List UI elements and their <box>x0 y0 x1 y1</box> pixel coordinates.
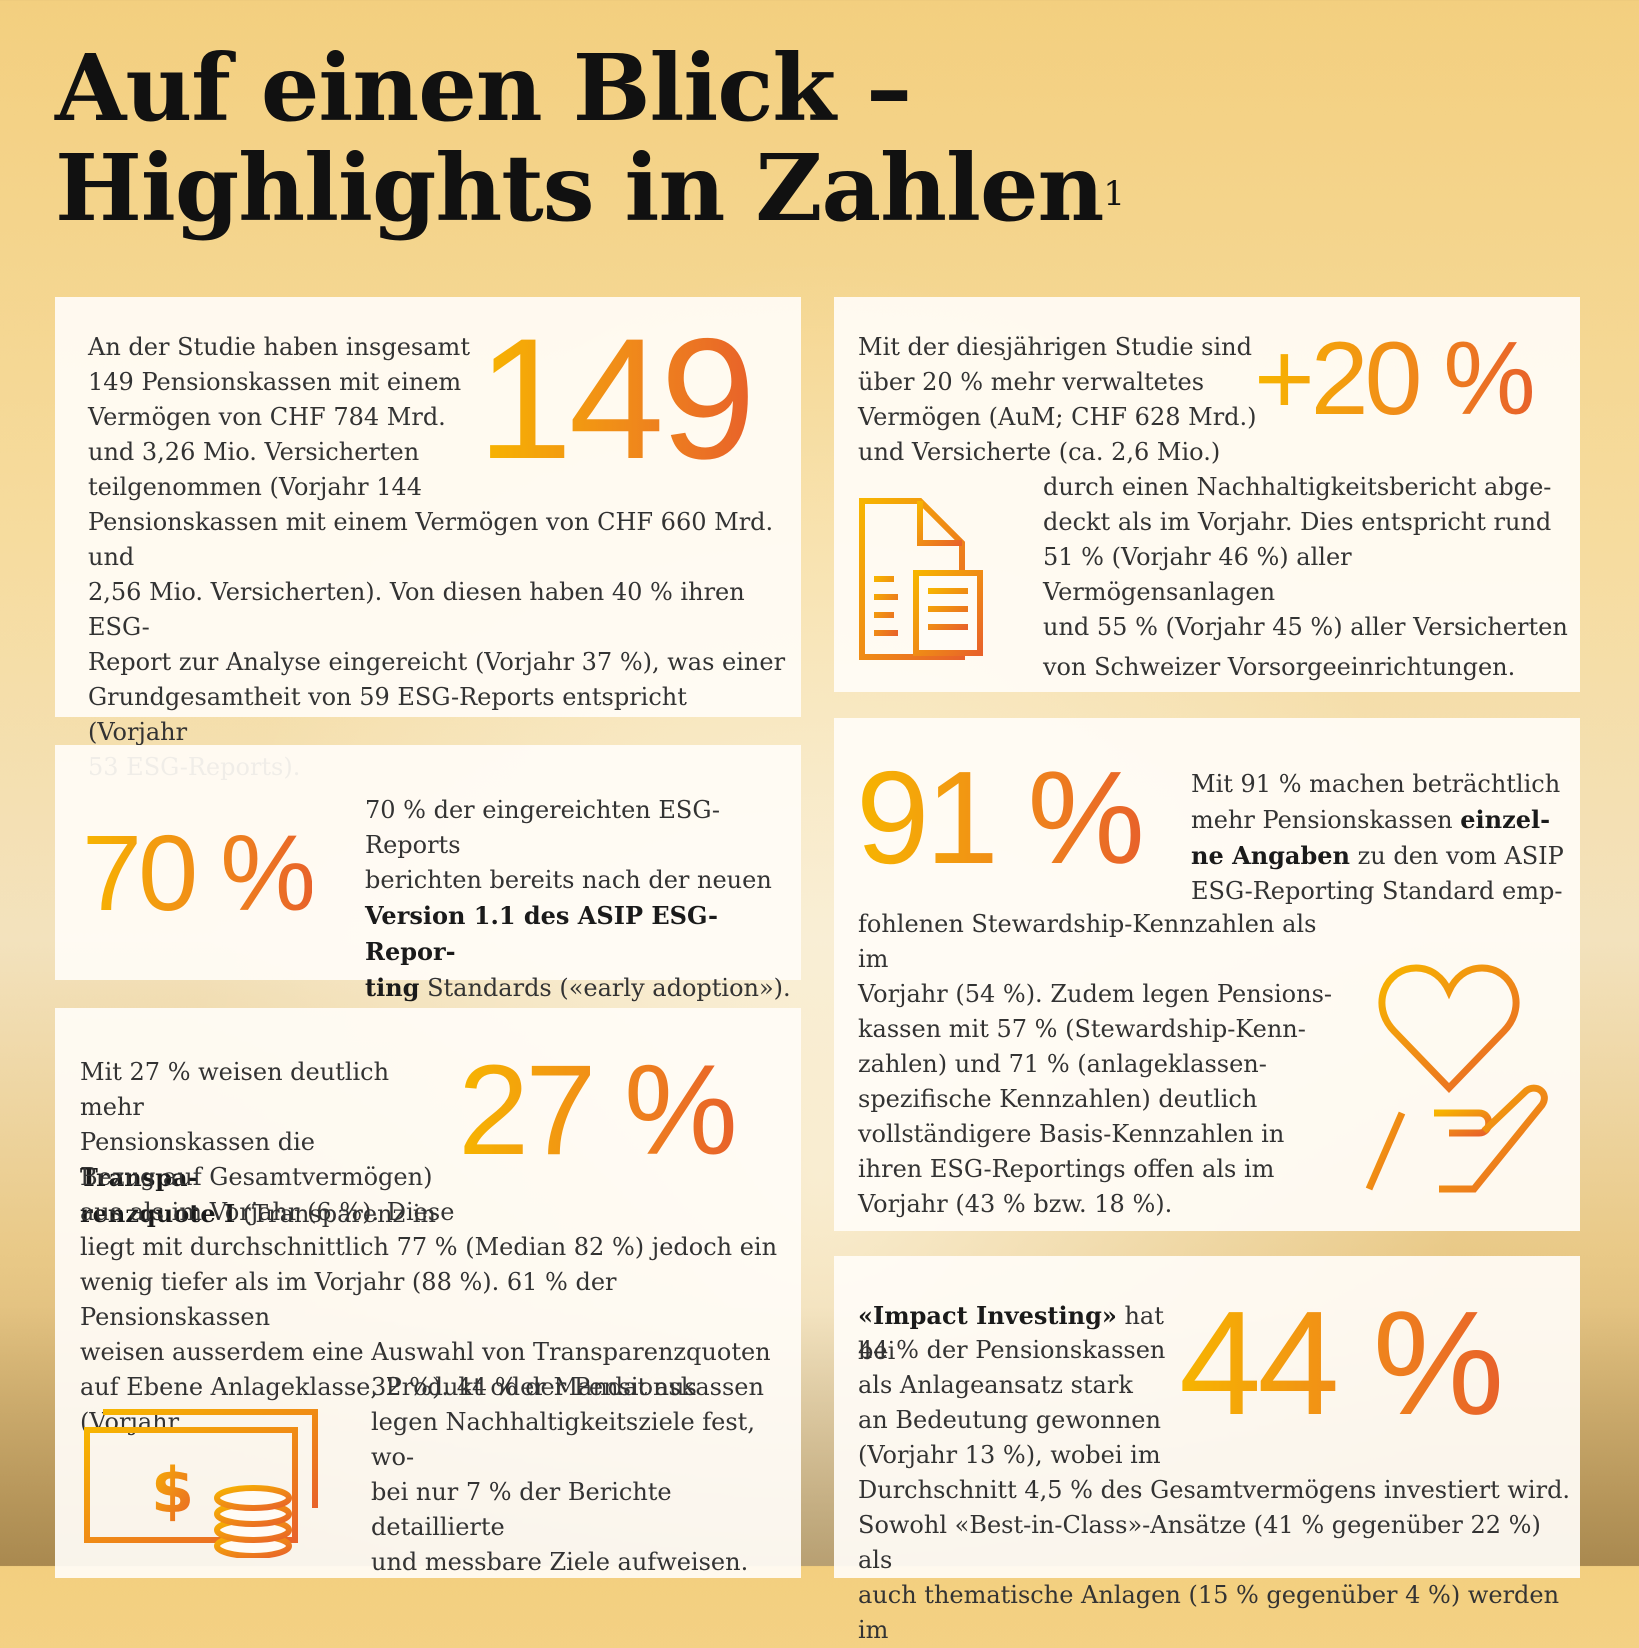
card4-text-rest-line: ihren ESG-Reportings offen als im <box>858 1155 1275 1183</box>
card5-line-3: (Transparenz in <box>235 1200 436 1228</box>
card3-text: 70 % der eingereichten ESG-Reports beric… <box>365 793 795 1006</box>
card5-text-bottom-line: 32 %). 44 % der Pensionskassen <box>371 1373 764 1401</box>
card5-text-middle-line: liegt mit durchschnittlich 77 % (Median … <box>80 1233 778 1261</box>
card-70-percent: 70 % 70 % der eingereichten ESG-Reports … <box>55 745 801 1002</box>
money-coins-icon: $ <box>84 1409 318 1558</box>
card2-text-bottom-line: deckt als im Vorjahr. Dies entspricht ru… <box>1043 508 1552 536</box>
card1-text-line: An der Studie haben insgesamt <box>88 333 470 361</box>
card5-text-top: Mit 27 % weisen deutlich mehr Pensionska… <box>80 1055 440 1232</box>
card4-line-4: ESG-Reporting Standard emp- <box>1191 877 1563 905</box>
card4-text-top: Mit 91 % machen beträchtlich mehr Pensio… <box>1191 767 1571 909</box>
card2-text-top: Mit der diesjährigen Studie sind über 20 … <box>858 330 1278 470</box>
card3-line-4: Standards («early adoption»). <box>419 974 791 1002</box>
card-27-percent: 27 % Mit 27 % weisen deutlich mehr Pensi… <box>55 1008 801 1578</box>
page-title: Auf einen Blick – Highlights in Zahlen1 <box>55 38 1125 238</box>
card1-text-line: Vermögen von CHF 784 Mrd. <box>88 403 446 431</box>
svg-text:$: $ <box>151 1454 194 1527</box>
card1-text: An der Studie haben insgesamt 149 Pension… <box>88 330 788 785</box>
card5-line-2-bold: Transpa- <box>80 1163 198 1192</box>
card5-text-middle-line: aus als im Vorjahr (6 %). Diese <box>80 1198 455 1226</box>
card2-text-bottom-line: und 55 % (Vorjahr 45 %) aller Versichert… <box>1043 613 1568 641</box>
card6-text-rest-line: (Vorjahr 13 %), wobei im <box>858 1441 1161 1469</box>
card3-big-number: 70 % <box>82 812 316 933</box>
card1-text-line: Pensionskassen mit einem Vermögen von CH… <box>88 508 774 571</box>
card2-text-bottom-line: durch einen Nachhaltigkeitsbericht abge- <box>1043 473 1552 501</box>
card5-text-bottom-line: legen Nachhaltigkeitsziele fest, wo- <box>371 1408 755 1471</box>
document-icon <box>859 498 983 660</box>
card6-text-rest-line: als Anlageansatz stark <box>858 1371 1133 1399</box>
card6-text-rest-line: auch thematische Anlagen (15 % gegenüber… <box>858 1581 1560 1644</box>
heart-hand-icon <box>1365 964 1548 1193</box>
card5-text-bottom-line: und messbare Ziele aufweisen. <box>371 1548 749 1576</box>
card-91-percent: 91 % Mit 91 % machen beträchtlich mehr P… <box>834 718 1580 1231</box>
card5-line-1: Mit 27 % weisen deutlich mehr <box>80 1058 390 1121</box>
card6-text-rest: 44 % der Pensionskassen als Anlageansatz … <box>858 1333 1573 1648</box>
card4-line-3-bold: ne Angaben <box>1191 841 1350 870</box>
card2-text-bottom-line: 51 % (Vorjahr 46 %) aller Vermögensanlag… <box>1043 543 1352 606</box>
card4-line-2-bold: einzel- <box>1460 805 1551 834</box>
card3-line-4-bold: ting <box>365 973 420 1002</box>
card-44-percent: 44 % «Impact Investing» hat bei 44 % der… <box>834 1256 1580 1644</box>
card3-line-2: berichten bereits nach der neuen <box>365 866 772 894</box>
card5-text-bottom: 32 %). 44 % der Pensionskassen legen Nach… <box>371 1370 791 1580</box>
card4-text-rest: fohlenen Stewardship-Kennzahlen als im Vo… <box>858 907 1338 1222</box>
card3-line-3-bold: Version 1.1 des ASIP ESG-Repor- <box>365 901 718 966</box>
card4-line-2: mehr Pensionskassen <box>1191 806 1461 834</box>
card5-text-middle-line: weisen ausserdem eine Auswahl von Transp… <box>80 1338 771 1366</box>
card2-text-top-line: über 20 % mehr verwaltetes <box>858 368 1205 396</box>
card5-text-middle: Bezug auf Gesamtvermögen) aus als im Vorj… <box>80 1160 795 1440</box>
card2-text-bottom: durch einen Nachhaltigkeitsbericht abge-… <box>1043 470 1568 685</box>
card1-text-line: teilgenommen (Vorjahr 144 <box>88 473 423 501</box>
card6-text-rest-line: Sowohl «Best-in-Class»-Ansätze (41 % geg… <box>858 1511 1541 1574</box>
title-line-1: Auf einen Blick – <box>55 34 912 142</box>
card1-text-line: 149 Pensionskassen mit einem <box>88 368 462 396</box>
card4-line-3: zu den vom ASIP <box>1349 842 1564 870</box>
title-footnote: 1 <box>1103 174 1125 214</box>
card2-text-bottom-line: von Schweizer Vorsorgeeinrichtungen. <box>1043 653 1516 681</box>
card4-text-rest-line: zahlen) und 71 % (anlageklassen- <box>858 1050 1267 1078</box>
card-plus-20-percent: +20 % Mit der diesjährigen Studie sind üb… <box>834 297 1580 692</box>
card6-line-1: hat bei <box>858 1302 1164 1365</box>
card4-text-rest-line: Vorjahr (43 % bzw. 18 %). <box>858 1190 1173 1218</box>
card6-text-top: «Impact Investing» hat bei <box>858 1298 1198 1369</box>
card2-text-top-line: und Versicherte (ca. 2,6 Mio.) <box>858 438 1221 466</box>
card1-text-line: Grundgesamtheit von 59 ESG-Reports entsp… <box>88 683 687 746</box>
card5-big-number: 27 % <box>458 1039 738 1182</box>
card4-text-rest-line: kassen mit 57 % (Stewardship-Kenn- <box>858 1015 1306 1043</box>
card4-text-rest-line: vollständigere Basis-Kennzahlen in <box>858 1120 1285 1148</box>
card5-text-bottom-line: bei nur 7 % der Berichte detaillierte <box>371 1478 672 1541</box>
card5-text-middle-line: wenig tiefer als im Vorjahr (88 %). 61 %… <box>80 1268 617 1331</box>
card6-line-1-bold: «Impact Investing» <box>858 1301 1117 1330</box>
card4-text-rest-line: Vorjahr (54 %). Zudem legen Pensions- <box>858 980 1332 1008</box>
card6-text-rest-line: 44 % der Pensionskassen <box>858 1336 1166 1364</box>
card-149-pension-funds: 149 An der Studie haben insgesamt 149 Pen… <box>55 297 801 781</box>
card2-big-number: +20 % <box>1254 321 1536 437</box>
card4-line-1: Mit 91 % machen beträchtlich <box>1191 770 1561 798</box>
card5-text-middle-line: Bezug auf Gesamtvermögen) <box>80 1163 433 1191</box>
card4-text-rest-line: fohlenen Stewardship-Kennzahlen als im <box>858 910 1317 973</box>
card1-text-line: Report zur Analyse eingereicht (Vorjahr … <box>88 648 786 676</box>
title-line-2: Highlights in Zahlen <box>55 134 1104 242</box>
card5-line-2: Pensionskassen die <box>80 1128 315 1156</box>
card4-big-number: 91 % <box>856 744 1145 891</box>
card1-text-line: 2,56 Mio. Versicherten). Von diesen habe… <box>88 578 745 641</box>
card2-text-top-line: Mit der diesjährigen Studie sind <box>858 333 1252 361</box>
card3-line-1: 70 % der eingereichten ESG-Reports <box>365 796 721 859</box>
card6-text-rest-line: an Bedeutung gewonnen <box>858 1406 1161 1434</box>
card4-text-rest-line: spezifische Kennzahlen) deutlich <box>858 1085 1258 1113</box>
card1-big-number: 149 <box>477 303 756 495</box>
card5-line-3-bold: renzquote I <box>80 1199 236 1228</box>
card6-text-rest-line: Durchschnitt 4,5 % des Gesamtvermögens i… <box>858 1476 1571 1504</box>
card1-text-line: und 3,26 Mio. Versicherten <box>88 438 420 466</box>
card6-big-number: 44 % <box>1179 1281 1504 1446</box>
card2-text-top-line: Vermögen (AuM; CHF 628 Mrd.) <box>858 403 1257 431</box>
